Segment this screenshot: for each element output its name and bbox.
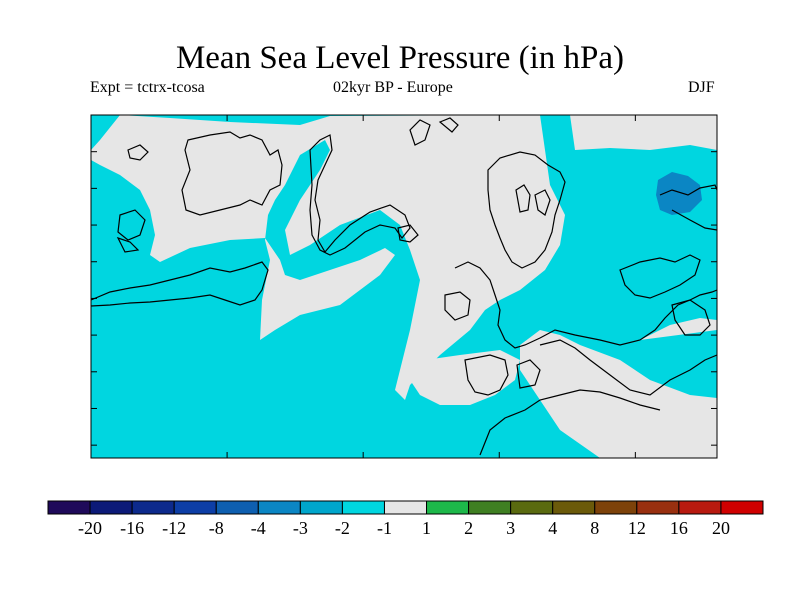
season-label: DJF bbox=[688, 79, 715, 96]
anomaly-region-deep-negative bbox=[656, 172, 702, 215]
colorbar-label: 3 bbox=[506, 518, 515, 538]
anomaly-region-iberia bbox=[410, 350, 520, 405]
colorbar-label: 16 bbox=[670, 518, 688, 538]
colorbar-swatch bbox=[426, 500, 470, 515]
period-label: 02kyr BP - Europe bbox=[333, 79, 453, 96]
coastlines bbox=[91, 117, 717, 456]
colorbar-swatch bbox=[468, 500, 512, 515]
colorbar-label: 20 bbox=[712, 518, 730, 538]
colorbar-label: -12 bbox=[162, 518, 186, 538]
colorbar-swatch bbox=[173, 500, 217, 515]
colorbar-swatch bbox=[215, 500, 259, 515]
colorbar-swatch bbox=[299, 500, 343, 515]
colorbar-swatch bbox=[594, 500, 638, 515]
experiment-label: Expt = tctrx-tcosa bbox=[90, 79, 205, 96]
anomaly-region-north bbox=[91, 115, 565, 400]
colorbar-swatch bbox=[47, 500, 91, 515]
colorbar-swatch bbox=[720, 500, 764, 515]
anomaly-region-northeast bbox=[570, 115, 717, 150]
colorbar-label: -3 bbox=[293, 518, 308, 538]
colorbar-swatch bbox=[636, 500, 680, 515]
colorbar-swatch bbox=[131, 500, 175, 515]
colorbar-swatch bbox=[341, 500, 385, 515]
map-frame bbox=[90, 114, 718, 459]
colorbar-swatch bbox=[383, 500, 428, 515]
map-title: Mean Sea Level Pressure (in hPa) bbox=[175, 40, 625, 76]
colorbar-label: -16 bbox=[120, 518, 144, 538]
colorbar-label: -8 bbox=[209, 518, 224, 538]
anomaly-region-south bbox=[520, 330, 717, 458]
colorbar-label: -1 bbox=[377, 518, 392, 538]
colorbar-label: -4 bbox=[251, 518, 266, 538]
colorbar-swatch bbox=[510, 500, 554, 515]
colorbar-label: 2 bbox=[464, 518, 473, 538]
colorbar-swatch bbox=[678, 500, 722, 515]
colorbar-swatch bbox=[257, 500, 301, 515]
colorbar-label: 4 bbox=[548, 518, 557, 538]
colorbar-label: 1 bbox=[422, 518, 431, 538]
colorbar-label: -20 bbox=[78, 518, 102, 538]
colorbar-label: 8 bbox=[590, 518, 599, 538]
colorbar-label: -2 bbox=[335, 518, 350, 538]
colorbar-swatch bbox=[89, 500, 133, 515]
colorbar-label: 12 bbox=[628, 518, 646, 538]
colorbar-swatch bbox=[552, 500, 596, 515]
